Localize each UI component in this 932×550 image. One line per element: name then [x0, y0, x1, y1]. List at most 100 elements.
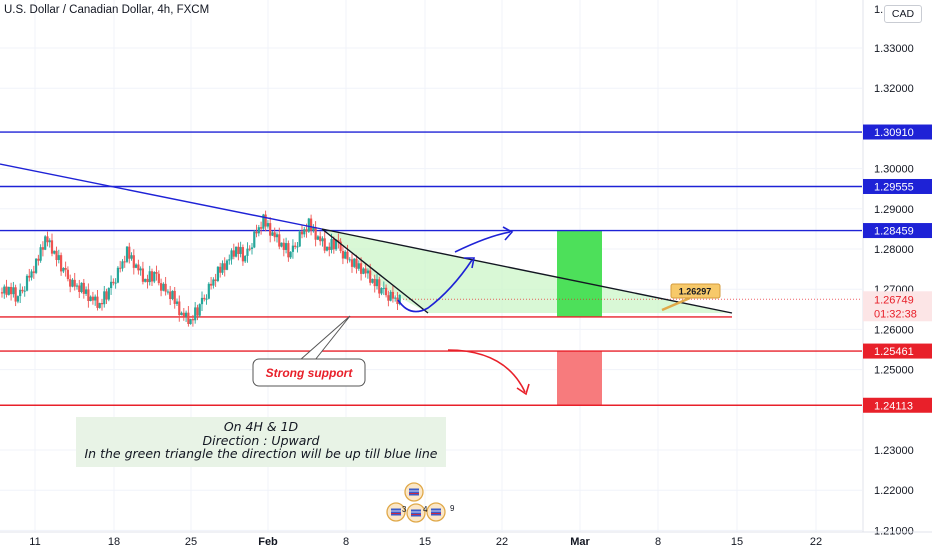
long-target-zone [557, 230, 602, 317]
candle-body-92 [209, 283, 213, 286]
y-tick-label-10: 1.21000 [874, 525, 914, 537]
candle-body-166 [378, 279, 381, 294]
candle-body-142 [323, 238, 326, 251]
candle-body-94 [214, 279, 217, 281]
candle-body-167 [380, 288, 383, 294]
candle-body-3 [7, 286, 10, 295]
candles [0, 210, 401, 327]
candle-body-115 [262, 214, 265, 229]
candle-body-29 [66, 269, 70, 280]
candle-body-52 [119, 267, 122, 269]
chart-title: U.S. Dollar / Canadian Dollar, 4h, FXCM [4, 4, 210, 16]
candle-body-68 [155, 271, 158, 274]
candle-body-171 [389, 291, 392, 301]
candle-body-113 [257, 227, 260, 234]
candle-body-41 [94, 296, 97, 301]
event-badge-count-2: 9 [450, 504, 455, 513]
event-us-flag-left-flag [391, 508, 401, 516]
x-tick-label-7: Mar [570, 536, 590, 548]
candle-body-120 [273, 232, 276, 238]
candle-body-47 [107, 288, 110, 300]
level-price-label-2: 1.28459 [874, 226, 914, 238]
candle-body-23 [53, 250, 56, 254]
candle-body-49 [112, 281, 115, 284]
price-callout-label: 1.26297 [679, 287, 712, 297]
candle-body-18 [41, 247, 45, 250]
candle-body-163 [371, 278, 374, 283]
candle-body-137 [312, 227, 315, 231]
candle-body-12 [28, 275, 31, 278]
candle-body-99 [225, 260, 229, 270]
candle-body-13 [30, 271, 33, 278]
event-badge-count-1: 4 [423, 505, 428, 514]
y-tick-label-8: 1.23000 [874, 445, 914, 457]
candle-body-34 [78, 285, 81, 292]
up-arrowhead-1 [464, 257, 475, 269]
level-price-tag-2 [863, 223, 932, 239]
price-callout-box [670, 283, 721, 299]
candle-body-24 [55, 250, 58, 260]
level-price-tag-3 [863, 343, 932, 359]
triangle-left-line [321, 228, 429, 314]
candle-body-165 [375, 279, 379, 287]
candle-body-86 [196, 307, 199, 316]
candle-body-88 [200, 297, 204, 305]
candle-body-21 [48, 240, 51, 243]
candle-body-5 [12, 287, 15, 295]
candle-body-109 [248, 248, 251, 250]
candle-body-98 [223, 263, 226, 270]
candle-body-66 [150, 271, 154, 282]
candle-body-56 [128, 246, 131, 259]
time-axis[interactable]: 11 18 25 Feb 8 15 22 Mar 8 15 22 [0, 531, 932, 548]
candle-body-149 [339, 241, 342, 251]
up-arrow-path-2 [454, 231, 511, 253]
candle-body-132 [300, 231, 304, 235]
level-price-tag-4 [863, 397, 932, 413]
currency-button[interactable]: CAD [884, 5, 922, 23]
candle-body-123 [280, 242, 283, 247]
x-tick-label-0: 11 [29, 536, 40, 548]
candle-body-55 [125, 246, 129, 262]
candle-body-45 [103, 291, 106, 305]
candle-body-33 [75, 285, 79, 287]
candle-body-141 [321, 238, 324, 242]
candle-body-111 [253, 231, 256, 248]
y-tick-label-6: 1.26000 [874, 324, 914, 336]
candle-body-40 [91, 296, 95, 301]
y-tick-label-0: 1.33000 [874, 43, 914, 55]
countdown-label: 01:32:38 [874, 308, 917, 320]
candle-body-97 [221, 263, 224, 273]
candle-body-44 [100, 303, 104, 305]
up-arrow-path-1 [397, 259, 473, 313]
candle-body-28 [64, 267, 67, 270]
candle-body-31 [71, 279, 74, 287]
candle-body-59 [134, 264, 138, 268]
level-price-label-4: 1.24113 [874, 400, 913, 412]
candle-body-62 [141, 268, 145, 282]
candle-body-61 [139, 268, 142, 271]
x-tick-label-3: Feb [258, 536, 278, 548]
event-markers[interactable]: 3 4 9 [386, 482, 455, 523]
candle-body-154 [350, 259, 354, 267]
candle-body-75 [171, 290, 174, 300]
candle-body-46 [105, 291, 108, 300]
candle-body-93 [212, 279, 215, 286]
candle-body-96 [219, 266, 222, 273]
up-arrowhead-2 [502, 226, 514, 241]
price-axis[interactable]: 1.330001.320001.300001.290001.280001.270… [862, 0, 932, 537]
candle-body-80 [182, 312, 185, 317]
candle-body-119 [271, 232, 274, 236]
candle-body-148 [337, 239, 340, 242]
level-price-tag-1 [863, 178, 932, 194]
y-tick-label-2: 1.30000 [874, 164, 914, 176]
annotation-line-1: On 4H & 1D [223, 419, 299, 434]
candle-body-4 [9, 286, 13, 295]
horizontal-levels[interactable] [0, 131, 862, 406]
down-arrowhead [516, 383, 530, 396]
candle-body-159 [362, 268, 365, 274]
candle-body-1 [3, 286, 6, 294]
candle-body-134 [305, 229, 308, 232]
candle-body-78 [178, 301, 181, 316]
level-price-label-0: 1.30910 [874, 127, 914, 139]
